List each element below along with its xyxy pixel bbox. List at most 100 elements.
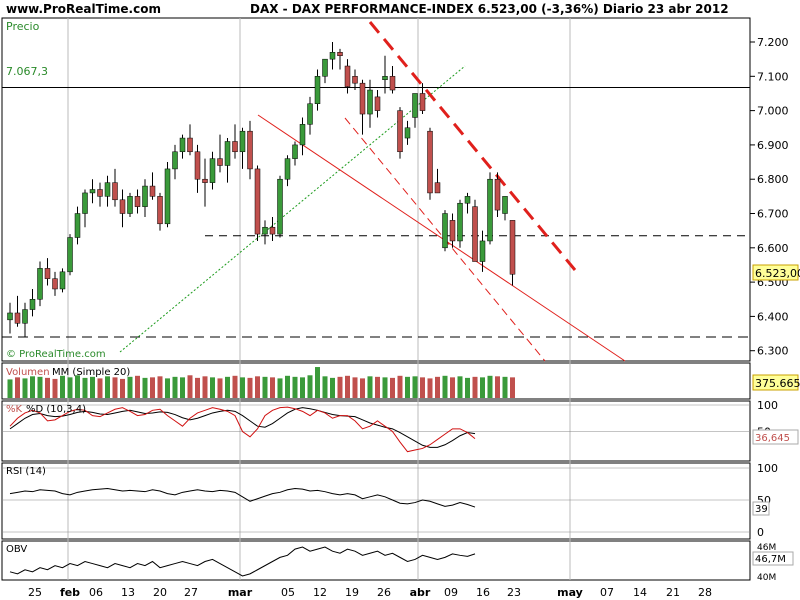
volume-bar (150, 377, 155, 398)
x-tick-label: 16 (476, 586, 490, 599)
x-tick-label: 19 (345, 586, 359, 599)
volume-bar (397, 375, 403, 398)
volume-bar (285, 375, 290, 398)
candle-body (187, 137, 193, 153)
volume-bar (210, 377, 215, 398)
stoch-k-line (9, 406, 476, 453)
candle-body (164, 168, 171, 225)
candle-body (277, 178, 283, 235)
price-tick-label: 6.400 (757, 310, 789, 323)
watermark: © ProRealTime.com (6, 349, 106, 360)
candle-body (7, 312, 13, 321)
volume-bar (337, 376, 343, 398)
volume-bar (442, 375, 448, 398)
candle-body (284, 158, 291, 180)
candle-body (262, 226, 268, 235)
volume-bar (345, 375, 350, 398)
volume-bar (90, 376, 95, 398)
volume-bar (307, 375, 313, 398)
price-tick-label: 6.600 (757, 242, 789, 255)
stoch-d-label: %D (10,3,4) (26, 404, 86, 415)
volume-bar (97, 378, 103, 398)
rsi-tick-label: 0 (757, 526, 764, 539)
volume-ma-label: MM (Simple 20) (52, 367, 130, 378)
candle-body (194, 151, 201, 180)
candle-body (202, 178, 208, 183)
candle-body (449, 220, 456, 242)
obv-tick-label: 46M (757, 543, 776, 553)
volume-bar (180, 377, 185, 398)
rsi-label: RSI (14) (6, 466, 46, 477)
hline-label: 7.067,3 (6, 65, 48, 78)
volume-bar (37, 376, 43, 398)
candle-body (247, 130, 253, 170)
candle-body (299, 124, 306, 146)
volume-bar (480, 377, 485, 398)
volume-bar (322, 376, 328, 398)
volume-bar (360, 378, 365, 398)
chart-title: DAX - DAX PERFORMANCE-INDEX 6.523,00 (-3… (250, 2, 729, 16)
candle-body (224, 141, 231, 166)
volume-bar (75, 375, 80, 398)
volume-bar (330, 377, 335, 398)
volume-bar (120, 378, 125, 398)
candle-body (487, 178, 493, 242)
volume-bar (217, 378, 223, 398)
candle-body (502, 196, 508, 214)
volume-bar (375, 376, 380, 398)
candle-body (269, 226, 276, 235)
candle-body (509, 220, 516, 275)
volume-bar (52, 378, 58, 398)
candle-body (464, 196, 471, 204)
price-tick-label: 6.300 (757, 345, 789, 358)
volume-bar (300, 377, 305, 398)
price-tick-label: 6.900 (757, 139, 789, 152)
volume-bar (367, 376, 373, 398)
candle-body (67, 237, 73, 273)
volume-bar (292, 376, 298, 398)
candle-body (37, 268, 43, 300)
volume-bar (427, 378, 433, 398)
obv-tick-label: 40M (757, 573, 776, 583)
volume-bar (247, 377, 253, 398)
candle-body (397, 110, 403, 153)
candle-body (329, 52, 336, 60)
volume-bar (142, 377, 148, 398)
price-tick-label: 7.200 (757, 36, 789, 49)
candle-body (119, 199, 126, 214)
volume-bar (262, 376, 268, 398)
volume-bar (172, 376, 178, 398)
x-tick-label: may (557, 586, 583, 599)
volume-bar (82, 377, 88, 398)
x-tick-label: 21 (666, 586, 680, 599)
candle-body (127, 196, 133, 214)
downtrend-line (257, 114, 626, 362)
volume-bar (15, 377, 20, 398)
candle-body (307, 103, 313, 125)
x-tick-label: 27 (184, 586, 198, 599)
uptrend-dotted-line (119, 65, 466, 353)
stoch-badge-bg (752, 429, 799, 445)
volume-bar (352, 377, 358, 398)
volume-bar (502, 376, 508, 398)
volume-bar (457, 376, 463, 398)
site-name[interactable]: www.ProRealTime.com (6, 2, 161, 16)
obv-panel (1, 540, 751, 581)
volume-bar (465, 377, 470, 398)
candle-body (472, 206, 478, 262)
x-tick-label: feb (60, 586, 80, 599)
rsi-line (9, 487, 476, 508)
rsi-badge: 39 (755, 504, 768, 515)
volume-badge-bg (752, 374, 799, 391)
stoch-badge: 36,645 (755, 433, 790, 444)
candle-body (352, 76, 358, 84)
candle-body (29, 299, 36, 310)
x-tick-label: 26 (377, 586, 391, 599)
obv-badge-bg (752, 551, 794, 566)
volume-bar (225, 376, 230, 398)
chart-header: www.ProRealTime.com DAX - DAX PERFORMANC… (0, 0, 800, 18)
candle-body (494, 178, 501, 211)
candle-body (292, 144, 298, 159)
candle-body (389, 76, 396, 91)
x-tick-label: 13 (121, 586, 135, 599)
